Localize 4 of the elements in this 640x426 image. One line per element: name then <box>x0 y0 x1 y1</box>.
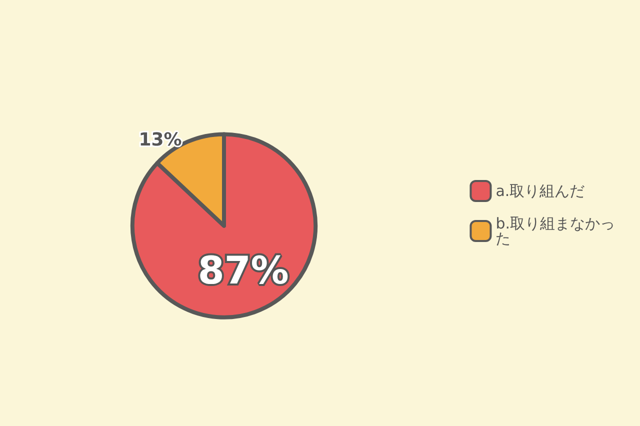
legend-label: a.取り組んだ <box>496 182 585 200</box>
data-label: 13% <box>138 129 182 150</box>
data-label: 87% <box>198 248 289 293</box>
legend-label: b.取り組まなかった <box>496 214 616 248</box>
